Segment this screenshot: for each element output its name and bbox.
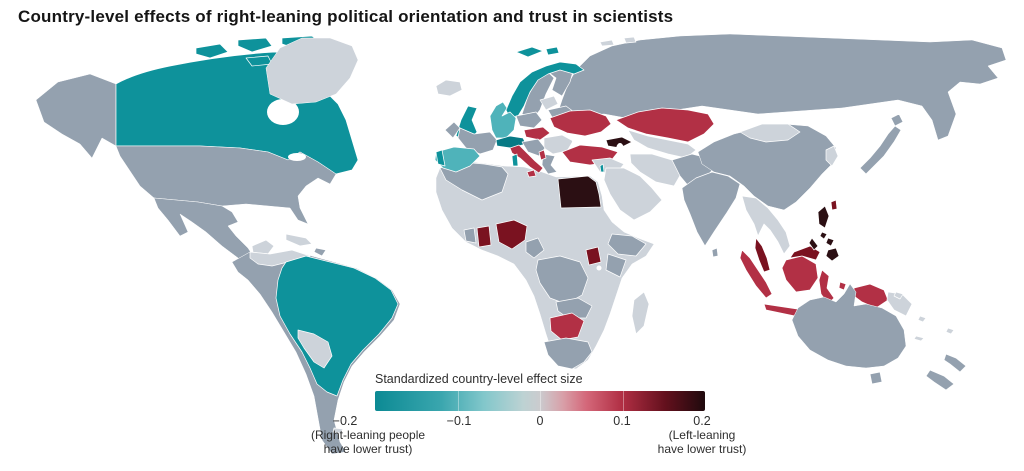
legend-bar-tickmark (540, 391, 541, 411)
country-sri-lanka (711, 247, 719, 258)
country-zambia (555, 297, 593, 319)
region-indochina (741, 195, 791, 255)
country-cuba (285, 233, 313, 247)
country-australia (791, 283, 907, 369)
legend-left-caption-line1: (Right-leaning people (310, 428, 426, 442)
island-sardinia-corsica (511, 153, 519, 167)
country-cameroon (525, 237, 545, 259)
falkland-islands (332, 427, 344, 434)
country-ukraine (549, 109, 612, 137)
country-greece (541, 153, 558, 175)
legend-right-caption-line2: have lower trust) (657, 442, 747, 456)
country-taiwan (830, 199, 838, 211)
country-cote-divoire (463, 227, 477, 244)
caspian-sea (615, 143, 625, 161)
country-iran (629, 153, 683, 187)
legend-bar-tickmark (457, 391, 459, 411)
country-egypt (557, 175, 602, 209)
country-madagascar (631, 291, 650, 335)
black-sea (572, 136, 598, 146)
country-malaysia-peninsular (754, 237, 771, 273)
country-alaska-usa (35, 73, 117, 159)
region-bolivia-paraguay (297, 329, 333, 369)
island-tasmania (869, 371, 883, 385)
island-sumatra (739, 249, 773, 299)
country-malaysia-borneo (789, 245, 821, 261)
legend-bar (375, 391, 705, 411)
country-kazakhstan (615, 107, 715, 143)
legend-bar-tickmark (622, 391, 624, 411)
country-norway (505, 61, 585, 119)
lake-victoria (596, 265, 602, 271)
country-russia (555, 33, 1007, 141)
legend-right-caption: (Left-leaning have lower trust) (658, 428, 747, 456)
country-hungary-slovakia (523, 126, 551, 141)
country-france (457, 127, 498, 155)
hudson-bay (267, 99, 299, 125)
country-iceland (435, 79, 463, 97)
country-new-zealand (925, 353, 967, 391)
country-israel (599, 163, 605, 173)
country-greenland (265, 37, 359, 105)
legend-left-caption-line2: have lower trust) (323, 442, 413, 456)
islands-pacific (893, 291, 955, 342)
country-brazil (275, 255, 399, 397)
legend-title: Standardized country-level effect size (375, 372, 583, 386)
country-poland (515, 111, 543, 129)
great-lakes (288, 153, 306, 161)
islands-franz-josef (599, 36, 637, 47)
region-baltics (539, 95, 559, 111)
country-mongolia (739, 123, 801, 143)
country-georgia-azerbaijan (605, 136, 633, 149)
legend-left-caption: (Right-leaning people have lower trust) (311, 428, 425, 456)
country-south-africa (543, 337, 593, 370)
country-kenya (605, 253, 627, 278)
island-kalimantan (781, 255, 819, 293)
country-ethiopia (607, 233, 647, 257)
country-uganda (585, 246, 602, 266)
legend-tick: −0.2 (332, 414, 358, 428)
country-hispaniola (313, 247, 327, 257)
country-india (681, 171, 741, 247)
country-albania (538, 149, 547, 161)
legend-right-caption-line1: (Left-leaning (668, 428, 736, 442)
country-ghana (476, 225, 492, 248)
country-portugal (435, 149, 446, 167)
page-title: Country-level effects of right-leaning p… (18, 7, 674, 26)
country-nigeria (495, 219, 528, 250)
country-south-korea (825, 145, 839, 167)
country-philippines (808, 205, 840, 262)
country-japan (859, 113, 904, 175)
legend-tick: 0 (536, 414, 544, 428)
region-arabia (603, 167, 663, 221)
country-botswana (549, 312, 585, 341)
legend-tick: −0.1 (446, 414, 472, 428)
region-west-papua (853, 283, 889, 309)
island-sicily (526, 169, 537, 178)
legend-tick: 0.1 (613, 414, 631, 428)
islands-svalbard (515, 46, 560, 58)
legend-tick: 0.2 (693, 414, 711, 428)
